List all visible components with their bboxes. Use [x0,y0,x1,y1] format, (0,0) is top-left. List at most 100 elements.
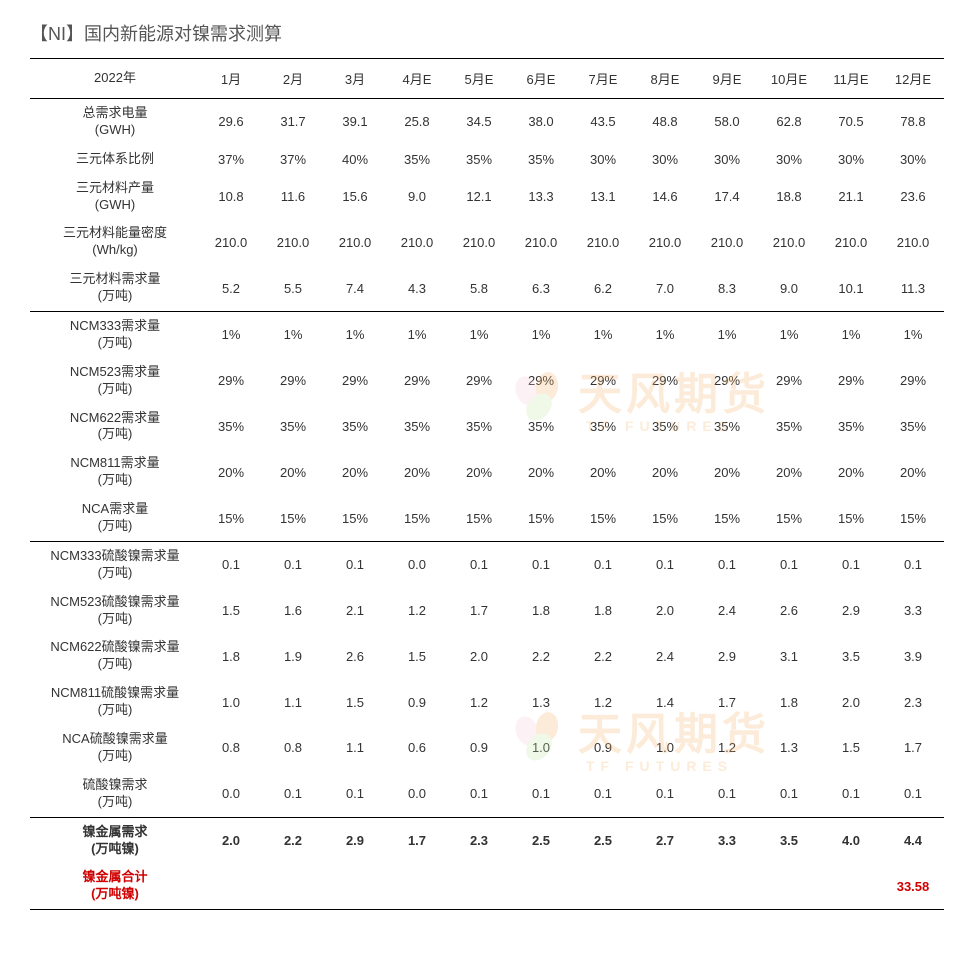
cell: 1.8 [200,633,262,679]
cell: 20% [510,449,572,495]
cell: 210.0 [820,219,882,265]
row-label: 镍金属合计(万吨镍) [30,863,200,909]
cell: 15% [758,495,820,541]
cell: 35% [758,404,820,450]
year-header: 2022年 [30,59,200,99]
cell: 35% [386,404,448,450]
cell: 210.0 [262,219,324,265]
cell: 0.1 [696,771,758,817]
cell: 210.0 [200,219,262,265]
cell: 5.8 [448,265,510,311]
cell: 1% [324,312,386,358]
cell: 210.0 [324,219,386,265]
cell: 210.0 [448,219,510,265]
cell: 1.7 [696,679,758,725]
cell: 2.0 [634,588,696,634]
cell: 20% [820,449,882,495]
cell: 21.1 [820,174,882,220]
row-label: 三元体系比例 [30,145,200,174]
cell: 70.5 [820,99,882,145]
row-label: NCM811硫酸镍需求量(万吨) [30,679,200,725]
cell: 0.1 [510,541,572,587]
month-header: 7月E [572,59,634,99]
cell: 1% [200,312,262,358]
cell: 15% [882,495,944,541]
cell: 1.9 [262,633,324,679]
cell: 20% [634,449,696,495]
cell: 2.0 [200,817,262,863]
cell: 3.3 [696,817,758,863]
cell: 35% [820,404,882,450]
cell: 2.5 [572,817,634,863]
month-header: 8月E [634,59,696,99]
cell: 2.4 [696,588,758,634]
cell: 20% [882,449,944,495]
cell: 210.0 [510,219,572,265]
cell: 1.2 [386,588,448,634]
month-header: 6月E [510,59,572,99]
table-row: 镍金属合计(万吨镍)33.58 [30,863,944,909]
cell: 1.2 [572,679,634,725]
cell: 15% [448,495,510,541]
cell: 35% [510,404,572,450]
cell [262,863,324,909]
cell: 34.5 [448,99,510,145]
cell: 29.6 [200,99,262,145]
table-row: NCA硫酸镍需求量(万吨)0.80.81.10.60.91.00.91.01.2… [30,725,944,771]
cell [386,863,448,909]
cell: 37% [262,145,324,174]
cell: 20% [262,449,324,495]
cell: 210.0 [572,219,634,265]
cell: 30% [758,145,820,174]
cell: 1.5 [324,679,386,725]
cell: 0.1 [634,541,696,587]
table-row: 硫酸镍需求(万吨)0.00.10.10.00.10.10.10.10.10.10… [30,771,944,817]
table-row: NCM622需求量(万吨)35%35%35%35%35%35%35%35%35%… [30,404,944,450]
cell: 15% [510,495,572,541]
cell: 15% [386,495,448,541]
cell: 2.1 [324,588,386,634]
cell: 15% [572,495,634,541]
cell [696,863,758,909]
cell: 0.1 [820,541,882,587]
cell: 0.8 [200,725,262,771]
table-row: NCM333需求量(万吨)1%1%1%1%1%1%1%1%1%1%1%1% [30,312,944,358]
month-header: 11月E [820,59,882,99]
cell: 20% [758,449,820,495]
cell [324,863,386,909]
cell: 0.1 [882,541,944,587]
cell: 4.4 [882,817,944,863]
cell: 10.1 [820,265,882,311]
cell: 1.4 [634,679,696,725]
cell: 1% [386,312,448,358]
table-row: 三元材料能量密度(Wh/kg)210.0210.0210.0210.0210.0… [30,219,944,265]
cell: 5.2 [200,265,262,311]
cell: 0.1 [448,541,510,587]
cell: 2.4 [634,633,696,679]
cell: 0.1 [572,541,634,587]
cell: 2.0 [820,679,882,725]
cell: 2.2 [262,817,324,863]
cell: 39.1 [324,99,386,145]
cell: 0.1 [572,771,634,817]
row-label: 三元材料需求量(万吨) [30,265,200,311]
cell: 25.8 [386,99,448,145]
cell: 20% [572,449,634,495]
cell: 1.7 [448,588,510,634]
month-header: 10月E [758,59,820,99]
cell: 0.9 [448,725,510,771]
row-label: NCM523需求量(万吨) [30,358,200,404]
cell [200,863,262,909]
cell: 17.4 [696,174,758,220]
table-row: NCM523需求量(万吨)29%29%29%29%29%29%29%29%29%… [30,358,944,404]
cell: 2.2 [510,633,572,679]
cell: 1% [758,312,820,358]
cell: 2.5 [510,817,572,863]
cell: 6.2 [572,265,634,311]
cell: 30% [820,145,882,174]
cell: 2.2 [572,633,634,679]
cell: 1% [510,312,572,358]
cell: 3.5 [758,817,820,863]
cell: 210.0 [634,219,696,265]
cell: 11.6 [262,174,324,220]
